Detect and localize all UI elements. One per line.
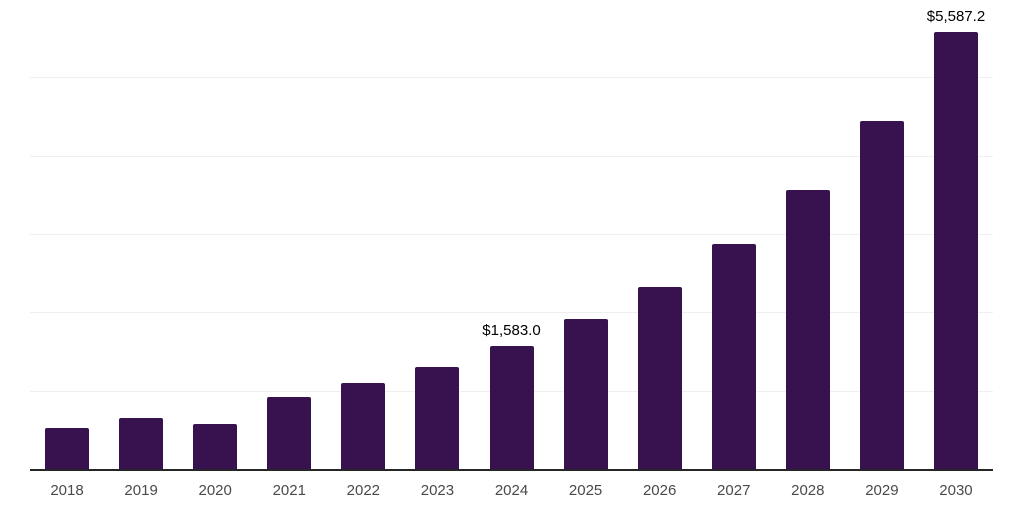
bar-2026[interactable] [637,286,682,470]
bar-column-2019 [104,0,178,470]
x-tick-label-2023: 2023 [420,482,455,499]
bar-2025[interactable] [563,319,608,470]
x-axis-tick-labels: 2018 2019 2020 2021 2022 2023 2024 2025 2026 2027… [30,482,993,500]
bar-2019[interactable] [119,418,164,470]
x-tick-label-2029: 2029 [865,482,899,499]
plot-area: $1,583.0 $5,587.2 [30,0,993,471]
bar-2028[interactable] [785,190,830,470]
bar-column-2030: $5,587.2 [919,0,993,470]
bar-series: $1,583.0 $5,587.2 [30,0,993,470]
x-tick-label-2021: 2021 [272,482,306,499]
bar-column-2028 [771,0,845,470]
gridline-4000 [30,155,993,157]
bar-column-2023 [400,0,474,470]
bar-column-2022 [326,0,400,470]
x-tick-label-2026: 2026 [642,482,677,499]
x-axis-line [30,469,993,471]
bar-column-2026 [623,0,697,470]
data-label-2030: $5,587.2 [926,7,986,25]
bar-2023[interactable] [415,366,460,470]
bar-2024[interactable] [489,346,534,470]
x-tick-label-2022: 2022 [346,482,381,499]
bar-2021[interactable] [267,397,312,470]
bar-2029[interactable] [859,121,904,470]
bar-2027[interactable] [711,244,756,470]
gridline-2000 [30,312,993,314]
x-tick-label-2019: 2019 [124,482,158,499]
x-tick-label-2030: 2030 [939,482,973,499]
x-tick-label-2018: 2018 [50,482,84,499]
bar-column-2027 [697,0,771,470]
bar-column-2029 [845,0,919,470]
bar-column-2021 [252,0,326,470]
x-tick-label-2028: 2028 [791,482,825,499]
x-tick-label-2025: 2025 [568,482,603,499]
x-tick-label-2027: 2027 [717,482,751,499]
data-label-2024: $1,583.0 [482,321,541,339]
bar-column-2020 [178,0,252,470]
bar-column-2024: $1,583.0 [474,0,548,470]
bar-2018[interactable] [45,427,90,470]
bar-2030[interactable] [933,32,978,470]
x-tick-label-2024: 2024 [494,482,529,499]
gridline-5000 [30,77,993,79]
bar-column-2018 [30,0,104,470]
bar-2020[interactable] [193,423,238,470]
x-tick-label-2020: 2020 [198,482,232,499]
bar-2022[interactable] [341,383,386,470]
bar-column-2025 [549,0,623,470]
gridline-3000 [30,234,993,235]
